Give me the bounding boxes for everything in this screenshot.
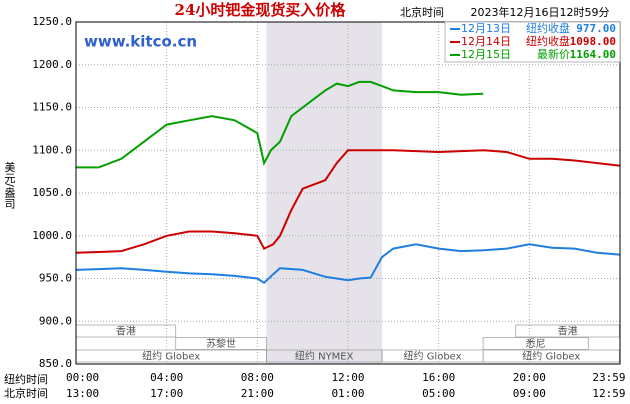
x-tick-label-secondary: 21:00 — [241, 387, 274, 400]
session-label: 纽约 Globex — [404, 350, 462, 363]
session-box — [175, 337, 267, 350]
x-tick-label: 12:00 — [331, 371, 364, 384]
session-label: 苏黎世 — [206, 337, 236, 350]
legend-box — [444, 21, 621, 63]
y-axis-label: 美元/盎司 — [3, 161, 16, 209]
x-tick-label: 08:00 — [241, 371, 274, 384]
y-tick-label: 1250.0 — [32, 15, 72, 28]
legend-close-value: 1098.00 — [570, 35, 616, 48]
x-tick-label-secondary: 13:00 — [66, 387, 99, 400]
timezone-label: 北京时间 — [400, 5, 444, 19]
session-label: 香港 — [558, 326, 578, 338]
session-label: 悉尼 — [526, 338, 546, 350]
x-tick-label: 20:00 — [513, 371, 546, 384]
legend-close-value: 977.00 — [576, 22, 616, 35]
session-label: 纽约 NYMEX — [295, 350, 354, 363]
y-tick-label: 1000.0 — [32, 229, 72, 242]
plot-border — [75, 21, 621, 365]
y-tick-label: 1200.0 — [32, 58, 72, 71]
x-tick-label-secondary: 12:59 — [592, 387, 625, 400]
x-tick-label-secondary: 01:00 — [331, 387, 364, 400]
highlight-band — [266, 22, 382, 364]
x-row-label: 北京时间 — [4, 386, 48, 400]
legend-label: 12月14日 — [461, 35, 511, 48]
session-label: 纽约 Globex — [142, 350, 200, 363]
legend-close-label: 纽约收盘 — [526, 21, 570, 35]
legend-close-label: 纽约收盘 — [526, 34, 570, 48]
x-row-label: 纽约时间 — [4, 372, 48, 386]
x-tick-label-secondary: 09:00 — [513, 387, 546, 400]
timestamp: 2023年12月16日12时59分 — [471, 5, 610, 19]
series-line — [75, 149, 620, 254]
legend-close-label: 最新价 — [537, 47, 570, 61]
y-tick-label: 900.0 — [39, 314, 72, 327]
legend-label: 12月13日 — [461, 22, 511, 35]
chart-title: 24小时钯金现货买入价格 — [175, 1, 347, 19]
x-tick-label: 00:00 — [66, 371, 99, 384]
x-tick-label: 04:00 — [150, 371, 183, 384]
x-tick-label-secondary: 05:00 — [422, 387, 455, 400]
x-tick-label: 16:00 — [422, 371, 455, 384]
y-tick-label: 1100.0 — [32, 143, 72, 156]
y-tick-label: 1050.0 — [32, 186, 72, 199]
y-tick-label: 850.0 — [39, 357, 72, 370]
session-box — [482, 337, 589, 350]
legend-label: 12月15日 — [461, 48, 511, 61]
session-label: 香港 — [116, 326, 136, 338]
y-tick-label: 950.0 — [39, 272, 72, 285]
session-label: 纽约 Globex — [522, 350, 580, 363]
y-tick-label: 1150.0 — [32, 101, 72, 114]
series-line — [76, 80, 484, 169]
legend-close-value: 1164.00 — [570, 48, 616, 61]
watermark: www.kitco.cn — [84, 33, 197, 51]
series-line — [75, 243, 620, 285]
x-tick-label: 23:59 — [592, 371, 625, 384]
x-tick-label-secondary: 17:00 — [150, 387, 183, 400]
